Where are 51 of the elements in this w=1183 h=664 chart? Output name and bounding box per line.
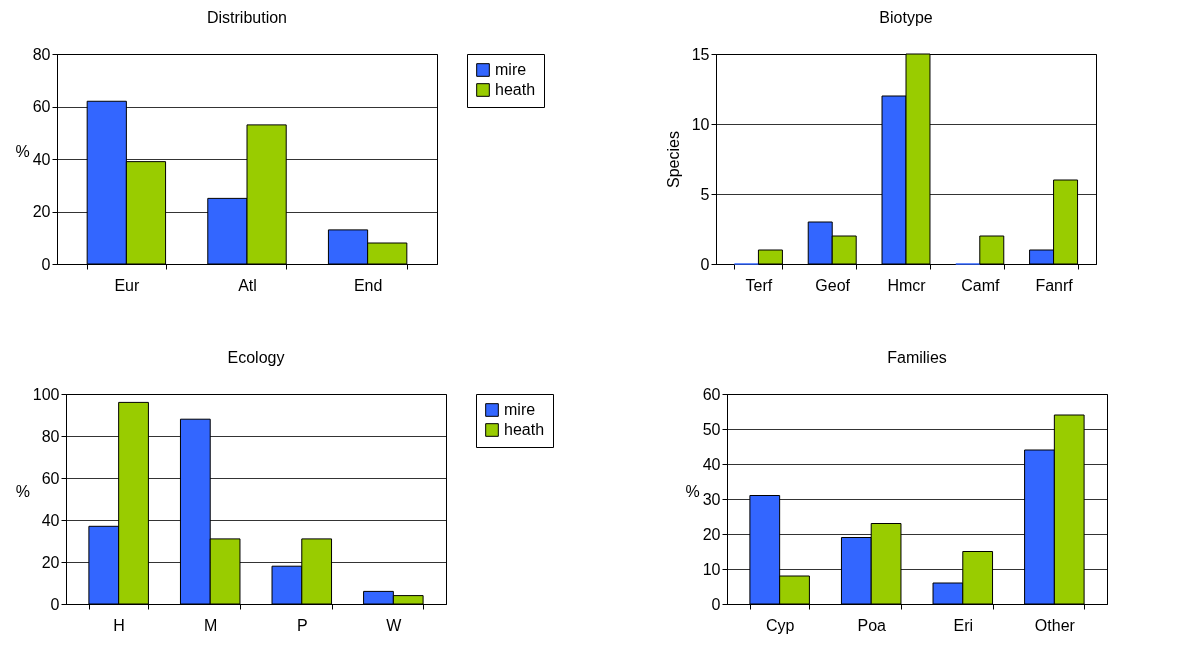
y-axis-title: % <box>685 482 700 500</box>
y-tick-label: 40 <box>41 511 60 529</box>
x-tick-label: Geof <box>815 276 851 294</box>
legend-label: mire <box>495 61 527 78</box>
x-tick-label: End <box>353 276 383 294</box>
chart-title: Families <box>887 349 947 366</box>
y-axis-title: % <box>15 142 30 160</box>
y-tick-label: 30 <box>702 490 721 508</box>
chart-title: Distribution <box>206 9 288 26</box>
y-axis-title: % <box>15 482 30 500</box>
x-tick-label: Eri <box>953 616 974 634</box>
x-tick-label: P <box>296 616 308 634</box>
y-tick-label: 60 <box>702 385 721 403</box>
legend-label: heath <box>495 81 536 98</box>
y-tick-label: 5 <box>700 185 710 203</box>
x-tick-label: Fanrf <box>1035 276 1074 294</box>
x-tick-label: Hmcr <box>887 276 927 294</box>
chart-title: Ecology <box>227 349 285 366</box>
y-tick-label: 60 <box>41 469 60 487</box>
y-tick-label: 0 <box>711 595 721 613</box>
x-tick-label: W <box>386 616 403 634</box>
y-tick-label: 80 <box>41 427 60 445</box>
legend-label: heath <box>504 421 545 438</box>
y-tick-label: 100 <box>32 385 60 403</box>
y-tick-label: 15 <box>691 45 710 63</box>
y-tick-label: 0 <box>700 255 710 273</box>
x-tick-label: Eur <box>114 276 140 294</box>
y-tick-label: 10 <box>691 115 710 133</box>
x-tick-label: Poa <box>857 616 887 634</box>
y-tick-label: 80 <box>32 45 51 63</box>
y-tick-label: 20 <box>32 203 51 220</box>
legend-label: mire <box>504 401 536 418</box>
x-tick-label: Terf <box>745 276 773 294</box>
y-tick-label: 40 <box>702 455 721 473</box>
x-tick-label: Atl <box>238 276 257 294</box>
y-tick-label: 40 <box>32 150 51 168</box>
y-axis-title: Species <box>664 131 682 188</box>
y-tick-label: 0 <box>50 595 60 613</box>
y-tick-label: 20 <box>702 525 721 543</box>
y-tick-label: 20 <box>41 553 60 571</box>
x-tick-label: Camf <box>961 276 1000 294</box>
x-tick-label: H <box>113 616 125 634</box>
chart-title: Biotype <box>879 9 933 26</box>
y-tick-label: 0 <box>41 255 51 273</box>
x-tick-label: M <box>204 616 218 634</box>
y-tick-label: 50 <box>702 420 721 438</box>
x-tick-label: Other <box>1034 616 1076 634</box>
bar <box>979 235 1005 265</box>
y-tick-label: 10 <box>702 560 721 578</box>
y-tick-label: 60 <box>32 98 51 115</box>
x-tick-label: Cyp <box>765 616 795 634</box>
